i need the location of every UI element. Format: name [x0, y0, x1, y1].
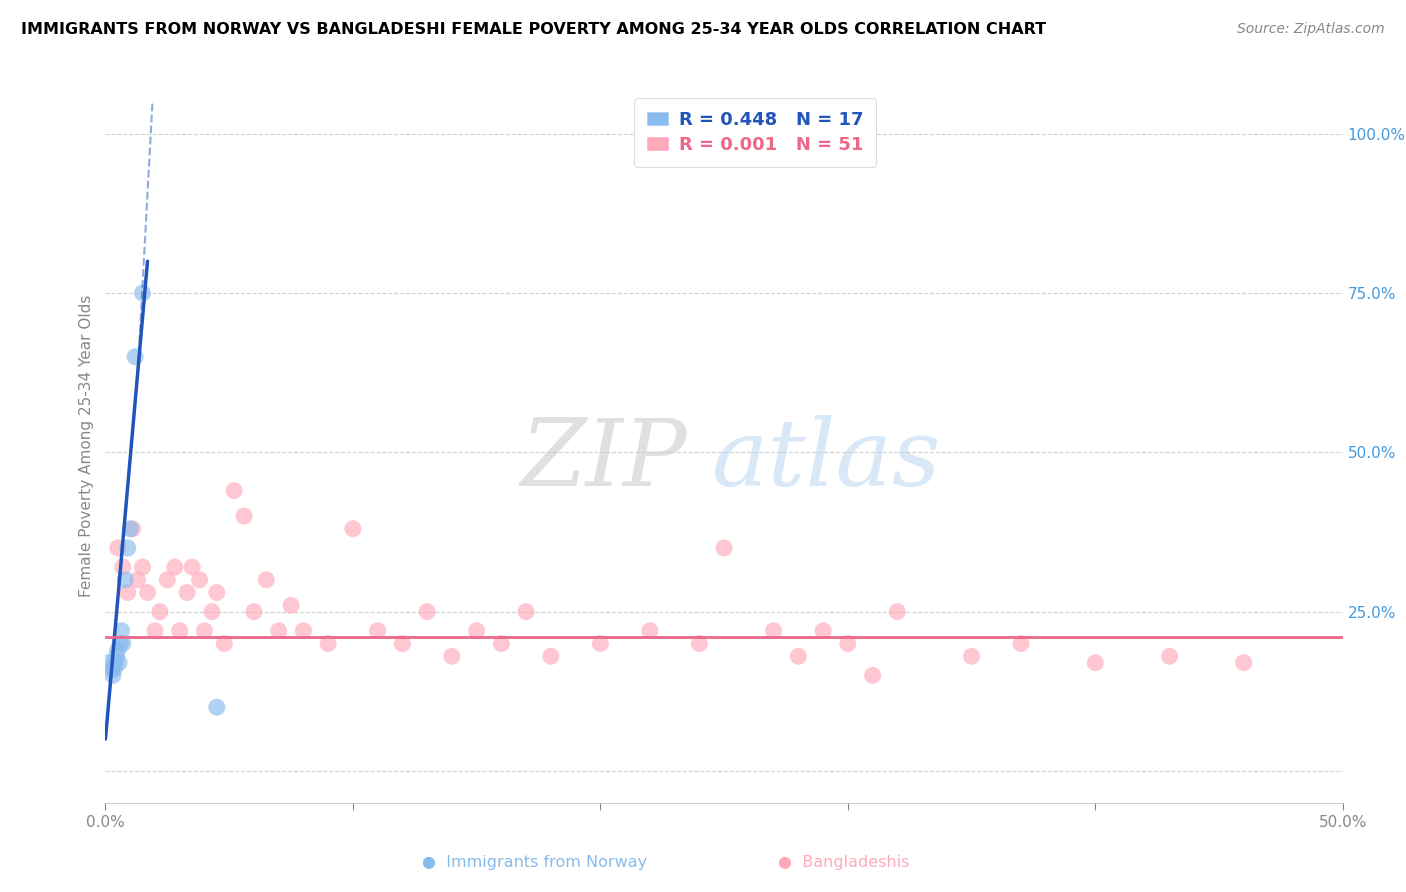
Point [110, 624, 132, 638]
Point [254, 573, 277, 587]
Point [105, 649, 128, 664]
Point [233, 509, 256, 524]
Point [1233, 656, 1256, 670]
Point [101, 668, 124, 682]
Point [267, 624, 290, 638]
Point [416, 605, 439, 619]
Point [107, 541, 129, 555]
Point [243, 605, 266, 619]
Text: ●  Immigrants from Norway: ● Immigrants from Norway [422, 855, 647, 870]
Point [108, 656, 131, 670]
Point [205, 700, 228, 714]
Point [111, 560, 134, 574]
Point [515, 605, 537, 619]
Y-axis label: Female Poverty Among 25-34 Year Olds: Female Poverty Among 25-34 Year Olds [79, 295, 94, 597]
Point [762, 624, 785, 638]
Text: Source: ZipAtlas.com: Source: ZipAtlas.com [1237, 22, 1385, 37]
Point [131, 286, 153, 301]
Point [136, 585, 159, 599]
Point [201, 605, 224, 619]
Point [169, 624, 191, 638]
Point [1010, 636, 1032, 650]
Legend: R = 0.448   N = 17, R = 0.001   N = 51: R = 0.448 N = 17, R = 0.001 N = 51 [634, 98, 876, 167]
Point [131, 560, 153, 574]
Point [117, 541, 139, 555]
Point [124, 350, 146, 364]
Point [149, 605, 172, 619]
Point [960, 649, 983, 664]
Point [121, 522, 143, 536]
Point [837, 636, 859, 650]
Point [280, 599, 302, 613]
Point [589, 636, 612, 650]
Point [181, 560, 204, 574]
Point [176, 585, 198, 599]
Point [787, 649, 810, 664]
Text: ●  Bangladeshis: ● Bangladeshis [778, 855, 910, 870]
Point [811, 624, 834, 638]
Point [316, 636, 339, 650]
Point [120, 522, 142, 536]
Point [862, 668, 884, 682]
Point [188, 573, 211, 587]
Point [98, 656, 121, 670]
Point [342, 522, 364, 536]
Point [103, 662, 125, 676]
Point [688, 636, 710, 650]
Point [367, 624, 389, 638]
Point [143, 624, 166, 638]
Point [163, 560, 186, 574]
Point [111, 636, 134, 650]
Point [193, 624, 215, 638]
Point [127, 573, 149, 587]
Point [114, 573, 136, 587]
Point [100, 662, 122, 676]
Point [886, 605, 908, 619]
Point [104, 656, 127, 670]
Point [205, 585, 228, 599]
Point [465, 624, 488, 638]
Point [156, 573, 179, 587]
Text: ZIP: ZIP [520, 416, 688, 505]
Point [391, 636, 413, 650]
Point [212, 636, 235, 650]
Point [107, 643, 129, 657]
Text: atlas: atlas [711, 416, 941, 505]
Point [540, 649, 562, 664]
Point [1084, 656, 1107, 670]
Point [491, 636, 513, 650]
Point [638, 624, 661, 638]
Point [117, 585, 139, 599]
Point [224, 483, 246, 498]
Point [1159, 649, 1181, 664]
Point [292, 624, 315, 638]
Point [713, 541, 735, 555]
Point [440, 649, 463, 664]
Text: IMMIGRANTS FROM NORWAY VS BANGLADESHI FEMALE POVERTY AMONG 25-34 YEAR OLDS CORRE: IMMIGRANTS FROM NORWAY VS BANGLADESHI FE… [21, 22, 1046, 37]
Point [110, 636, 132, 650]
